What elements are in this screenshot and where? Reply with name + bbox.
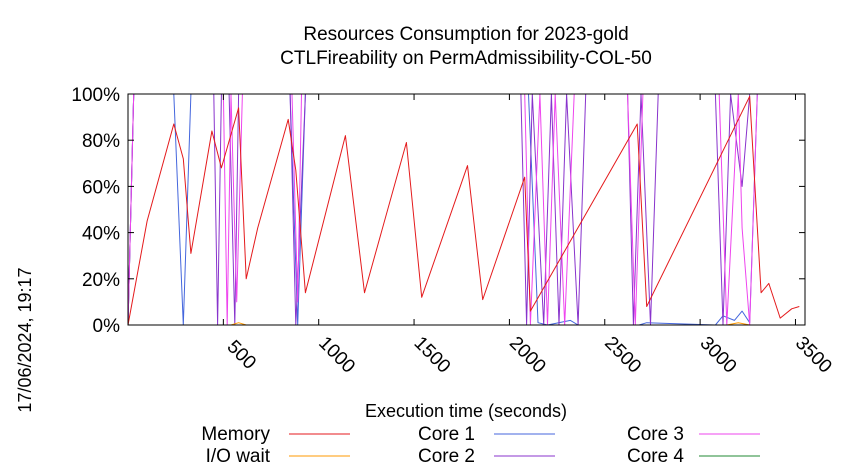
x-tick-label: 3000 [696,333,741,378]
legend-label: Core 3 [627,424,684,445]
x-tick-label: 1500 [410,333,455,378]
series-line-memory [127,95,800,326]
legend-label: Core 4 [627,446,684,467]
legend-label: Core 2 [418,446,475,467]
series-line-core-1 [127,93,805,326]
x-tick-label: 2000 [505,333,550,378]
legend-label: Memory [201,424,270,445]
y-tick-label: 0% [93,316,121,337]
x-tick-label: 500 [223,336,260,373]
y-axis: 0% 20% 40% 60% 80% 100% [71,85,805,337]
chart-title-line2: CTLFireability on PermAdmissibility-COL-… [280,48,652,69]
y-tick-label: 20% [82,270,120,291]
legend-label: I/O wait [206,446,271,467]
timestamp-label: 17/06/2024, 19:17 [15,267,35,412]
series-layer [127,93,805,326]
y-tick-label: 40% [82,224,120,245]
legend-label: Core 1 [418,424,475,445]
x-tick-label: 2500 [600,333,645,378]
y-tick-label: 100% [71,85,120,106]
y-tick-label: 60% [82,177,120,198]
y-tick-label: 80% [82,131,120,152]
x-axis-label: Execution time (seconds) [365,401,567,421]
x-tick-label: 3500 [791,333,836,378]
x-tick-label: 1000 [314,333,359,378]
plot-frame [127,93,806,326]
chart-title-line1: Resources Consumption for 2023-gold [303,24,628,45]
